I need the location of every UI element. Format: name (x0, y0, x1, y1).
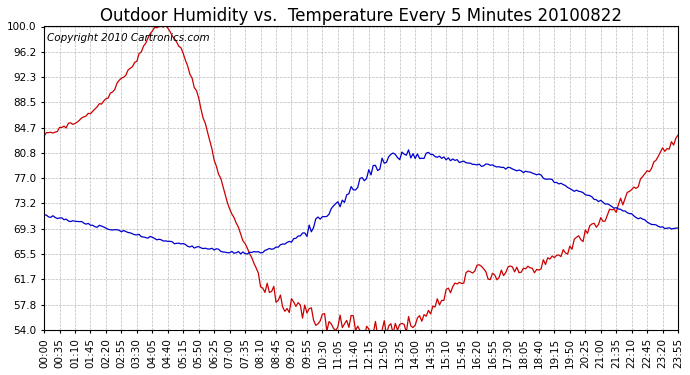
Text: Copyright 2010 Cartronics.com: Copyright 2010 Cartronics.com (47, 33, 210, 43)
Title: Outdoor Humidity vs.  Temperature Every 5 Minutes 20100822: Outdoor Humidity vs. Temperature Every 5… (100, 7, 622, 25)
